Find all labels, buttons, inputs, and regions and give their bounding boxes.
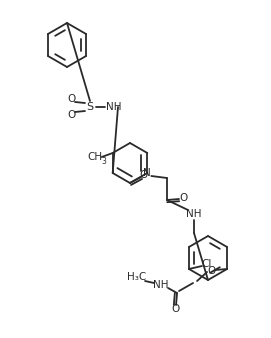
Text: O: O — [179, 193, 187, 203]
Text: S: S — [86, 102, 93, 112]
Text: O: O — [140, 170, 148, 180]
Text: H₃C: H₃C — [127, 272, 147, 282]
Text: NH: NH — [186, 209, 202, 219]
Text: O: O — [68, 94, 76, 104]
Text: O: O — [171, 304, 179, 314]
Text: NH: NH — [153, 280, 169, 290]
Text: Cl: Cl — [202, 259, 212, 269]
Text: 3: 3 — [101, 156, 106, 166]
Text: O: O — [68, 110, 76, 120]
Text: NH: NH — [106, 102, 122, 112]
Text: N: N — [143, 168, 151, 178]
Text: O: O — [207, 266, 215, 276]
Text: CH: CH — [87, 152, 102, 162]
